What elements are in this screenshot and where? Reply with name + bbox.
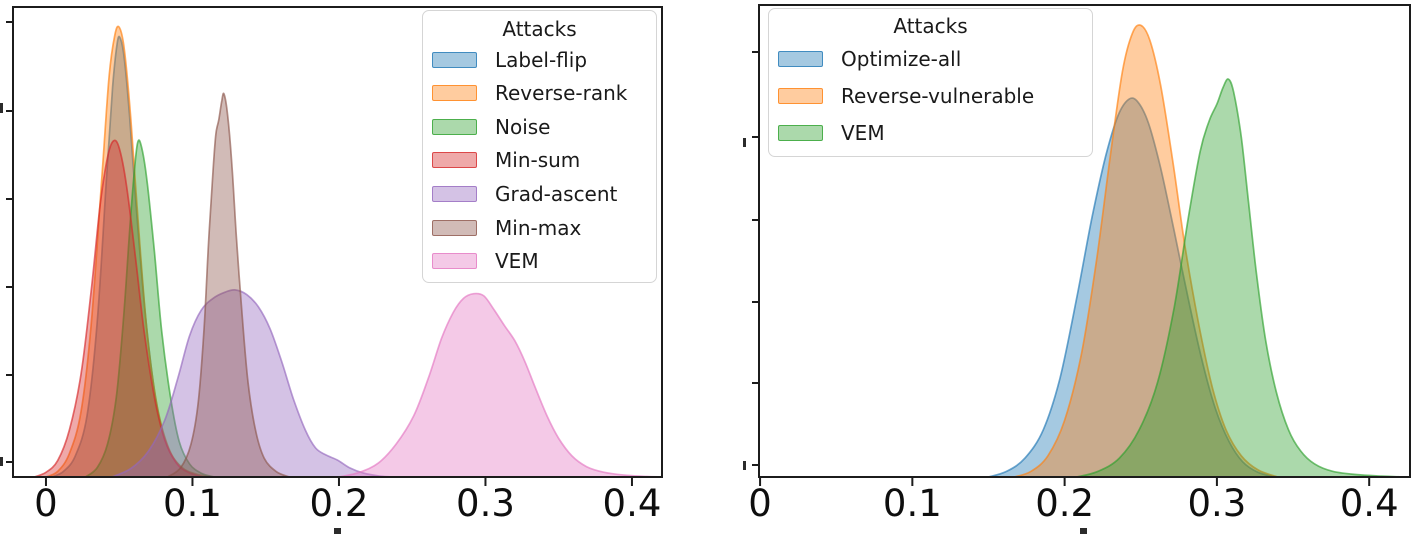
legend-color-patch — [778, 50, 823, 67]
legend-color-patch — [432, 219, 477, 236]
legend-item-label: Noise — [495, 114, 551, 139]
kde-edge-reverse-vulnerable — [1014, 24, 1279, 477]
kde-fill-optimize-all — [988, 98, 1275, 477]
legend-title-left: Attacks — [502, 17, 577, 41]
legend-item-label: Reverse-vulnerable — [841, 83, 1035, 108]
legend-color-patch — [432, 186, 477, 203]
legend-left: Attacks Label-flip Reverse-rank Noise Min-s… — [422, 10, 657, 283]
x-tick-label: 0.3 — [1187, 482, 1247, 525]
clipped-label-fragment — [0, 103, 3, 113]
legend-item-label: Grad-ascent — [495, 182, 618, 207]
legend-color-patch — [432, 152, 477, 169]
x-tick-label: 0.4 — [602, 482, 662, 525]
x-tick-label: 0.3 — [456, 482, 515, 525]
x-tick-label: 0 — [748, 482, 772, 525]
legend-item-label: Optimize-all — [841, 46, 962, 71]
legend-item-label: Min-sum — [495, 148, 581, 173]
kde-edge-grad-ascent — [111, 288, 394, 477]
legend-title-right: Attacks — [893, 14, 968, 38]
x-tick-label: 0.4 — [1339, 482, 1399, 525]
kde-edge-vem — [1076, 78, 1403, 477]
kde-fill-min-max — [167, 93, 290, 477]
legend-item-label: VEM — [841, 121, 885, 146]
kde-edge-min-max — [167, 92, 290, 477]
legend-item-optimize-all: Optimize-all — [769, 48, 1092, 70]
legend-rows-right: Optimize-all Reverse-vulnerable VEM — [769, 40, 1092, 152]
legend-item-vem: VEM — [423, 250, 656, 272]
legend-item-reverse-rank: Reverse-rank — [423, 82, 656, 104]
legend-color-patch — [432, 85, 477, 102]
legend-color-patch — [432, 253, 477, 270]
legend-item-label: VEM — [495, 249, 539, 274]
x-tick-label: 0 — [34, 482, 58, 525]
x-tick-label: 0.2 — [309, 482, 369, 525]
kde-edge-optimize-all — [988, 97, 1276, 477]
kde-fill-min-sum — [34, 140, 203, 477]
clipped-label-fragment — [743, 461, 746, 470]
kde-fill-label-flip — [51, 36, 212, 477]
axes-frame-right — [758, 4, 1411, 478]
legend-right: Attacks Optimize-all Reverse-vulnerable VE… — [768, 8, 1093, 157]
legend-color-patch — [778, 125, 823, 142]
legend-item-reverse-vulnerable: Reverse-vulnerable — [769, 85, 1092, 107]
clipped-label-fragment — [743, 138, 746, 147]
legend-color-patch — [432, 118, 477, 135]
kde-fill-vem — [1076, 79, 1403, 477]
kde-fill-vem — [339, 293, 661, 477]
legend-item-grad-ascent: Grad-ascent — [423, 183, 656, 205]
legend-item-label: Label-flip — [495, 47, 588, 72]
clipped-label-fragment — [0, 457, 3, 466]
kde-fill-noise — [85, 140, 215, 477]
kde-fill-grad-ascent — [111, 289, 394, 477]
plot-area-right — [988, 24, 1403, 477]
clipped-label-fragment — [1080, 528, 1087, 534]
legend-rows-left: Label-flip Reverse-rank Noise Min-sum Grad-a… — [423, 43, 656, 278]
kde-edge-min-sum — [33, 139, 203, 477]
legend-color-patch — [778, 87, 823, 104]
kde-edge-vem — [338, 292, 661, 477]
x-tick-label: 0.1 — [882, 482, 942, 525]
legend-item-min-max: Min-max — [423, 217, 656, 239]
legend-color-patch — [432, 51, 477, 68]
kde-edge-noise — [84, 139, 215, 477]
legend-item-label-flip: Label-flip — [423, 49, 656, 71]
axes-frame-left — [12, 6, 663, 478]
legend-item-label: Min-max — [495, 215, 582, 240]
plot-area-left — [33, 25, 661, 477]
legend-item-vem: VEM — [769, 122, 1092, 144]
legend-item-min-sum: Min-sum — [423, 149, 656, 171]
legend-item-label: Reverse-rank — [495, 81, 628, 106]
x-tick-label: 0.2 — [1035, 482, 1095, 525]
clipped-label-fragment — [334, 528, 341, 534]
legend-item-noise: Noise — [423, 116, 656, 138]
x-tick-label: 0.1 — [163, 482, 222, 525]
